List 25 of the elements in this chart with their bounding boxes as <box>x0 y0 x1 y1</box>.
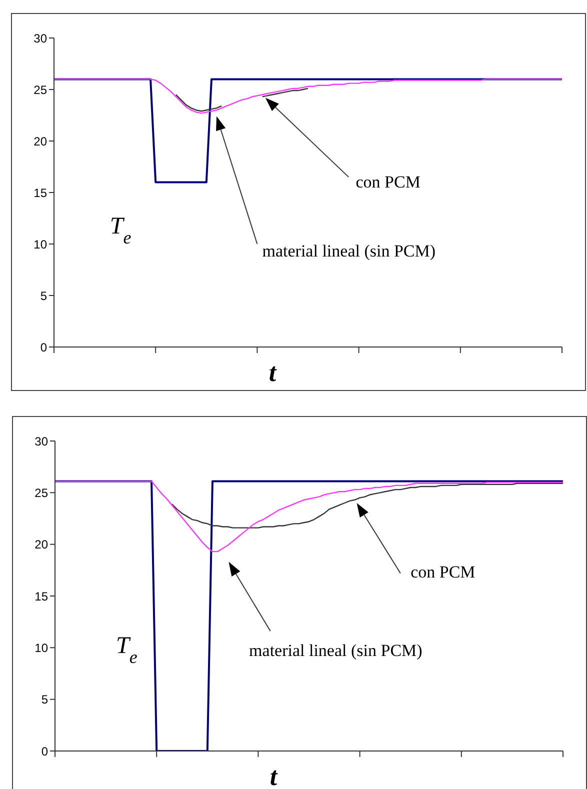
y-tick-label: 10 <box>34 237 48 252</box>
x-axis-title: t <box>268 358 277 387</box>
y-tick-label: 5 <box>40 288 48 303</box>
annotation: T$_{e}$ <box>116 632 138 667</box>
y-tick-label: 0 <box>40 340 48 354</box>
y-tick-label: 30 <box>34 31 48 46</box>
y-tick-label: 10 <box>34 640 48 655</box>
y-tick-label: 25 <box>34 82 48 97</box>
y-tick-label: 5 <box>41 692 48 707</box>
y-tick-label: 0 <box>41 744 48 758</box>
y-tick-label: 20 <box>34 538 48 552</box>
y-tick-label: 15 <box>34 589 48 604</box>
line-series <box>55 480 563 552</box>
annotation: material lineal (sin PCM) <box>262 241 436 260</box>
y-tick-label: 25 <box>34 486 48 500</box>
line-series <box>171 482 563 528</box>
y-tick-label: 15 <box>34 186 48 200</box>
y-tick-label: 30 <box>34 434 48 448</box>
annotation: con PCM <box>410 562 476 582</box>
line-series <box>54 78 562 114</box>
annotation: material lineal (sin PCM) <box>249 640 422 660</box>
annotation: con PCM <box>356 172 420 192</box>
y-tick-label: 20 <box>34 134 48 148</box>
annotation: T$_{e}$ <box>110 214 132 248</box>
x-axis-title: t <box>270 762 278 789</box>
